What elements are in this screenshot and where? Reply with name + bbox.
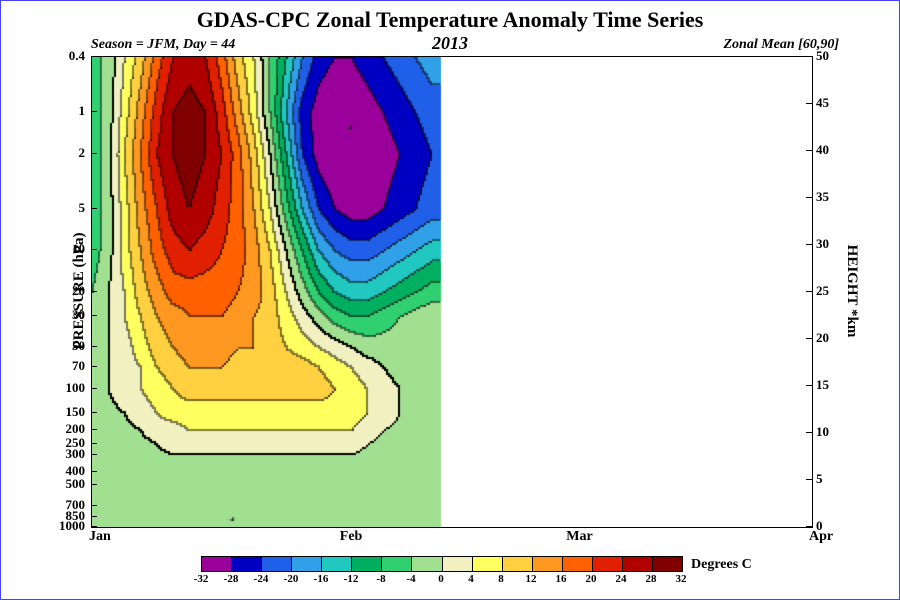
xtick: Jan <box>89 529 111 545</box>
ytick-right: 30 <box>816 236 829 252</box>
ytick-left: 50 <box>15 338 85 354</box>
ytick-left: 1000 <box>15 518 85 534</box>
ytick-left: 20 <box>15 283 85 299</box>
colorbar-label: 4 <box>456 573 486 585</box>
ytick-right: 10 <box>816 424 829 440</box>
colorbar-label: -24 <box>246 573 276 585</box>
plot-area <box>91 56 813 528</box>
colorbar-label: -8 <box>366 573 396 585</box>
colorbar-label: 28 <box>636 573 666 585</box>
ytick-left: 10 <box>15 241 85 257</box>
colorbar-label: 16 <box>546 573 576 585</box>
ytick-left: 2 <box>15 145 85 161</box>
ytick-right: 20 <box>816 330 829 346</box>
ytick-left: 300 <box>15 446 85 462</box>
ytick-left: 0.4 <box>15 48 85 64</box>
chart-frame: GDAS-CPC Zonal Temperature Anomaly Time … <box>0 0 900 600</box>
contour-canvas <box>92 57 812 527</box>
colorbar-label: 0 <box>426 573 456 585</box>
colorbar-label: -28 <box>216 573 246 585</box>
ytick-left: 1 <box>15 103 85 119</box>
y-axis-label-right: HEIGHT *km <box>843 245 860 338</box>
colorbar-label: 32 <box>666 573 696 585</box>
ytick-right: 15 <box>816 377 829 393</box>
ytick-right: 50 <box>816 48 829 64</box>
xtick: Feb <box>340 529 363 545</box>
xtick: Apr <box>809 529 833 545</box>
colorbar-label: 20 <box>576 573 606 585</box>
ytick-right: 40 <box>816 142 829 158</box>
ytick-left: 500 <box>15 476 85 492</box>
ytick-left: 150 <box>15 404 85 420</box>
colorbar-label: 12 <box>516 573 546 585</box>
colorbar-label: 8 <box>486 573 516 585</box>
colorbar-label: -32 <box>186 573 216 585</box>
colorbar <box>201 556 683 572</box>
ytick-left: 70 <box>15 358 85 374</box>
ytick-right: 25 <box>816 283 829 299</box>
ytick-right: 45 <box>816 95 829 111</box>
colorbar-label: 24 <box>606 573 636 585</box>
chart-title: GDAS-CPC Zonal Temperature Anomaly Time … <box>1 7 899 33</box>
colorbar-label: -20 <box>276 573 306 585</box>
ytick-right: 5 <box>816 471 823 487</box>
ytick-left: 30 <box>15 307 85 323</box>
colorbar-units: Degrees C <box>691 557 752 573</box>
xtick: Mar <box>566 529 592 545</box>
ytick-right: 35 <box>816 189 829 205</box>
ytick-left: 100 <box>15 380 85 396</box>
colorbar-label: -4 <box>396 573 426 585</box>
ytick-left: 5 <box>15 200 85 216</box>
colorbar-label: -16 <box>306 573 336 585</box>
colorbar-label: -12 <box>336 573 366 585</box>
